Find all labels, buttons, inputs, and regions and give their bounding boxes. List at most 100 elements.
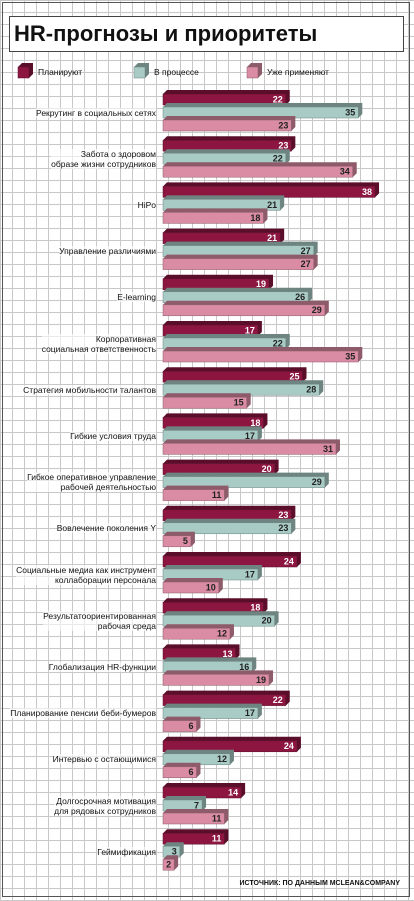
value-label: 3 (172, 847, 177, 857)
value-label: 12 (217, 754, 227, 764)
value-label: 24 (284, 741, 294, 751)
value-label: 18 (250, 418, 260, 428)
value-label: 5 (183, 536, 188, 546)
value-label: 17 (245, 708, 255, 718)
value-label: 35 (345, 351, 355, 361)
value-label: 6 (188, 721, 193, 731)
category-label: Долгосрочная мотивация для рядовых сотру… (54, 795, 156, 816)
bar (162, 258, 314, 270)
category-label: Стратегия мобильности талантов (23, 384, 156, 395)
value-label: 23 (278, 510, 288, 520)
category-label: Корпоративная социальная ответственность (41, 333, 156, 354)
bar (162, 443, 337, 455)
value-label: 23 (278, 523, 288, 533)
value-label: 16 (239, 662, 249, 672)
value-label: 34 (340, 167, 350, 177)
category-label: Глобализация HR-функции (48, 661, 156, 672)
category-label: Интервью с остающимися (52, 754, 156, 765)
category-label: Результатоориентированная рабочая среда (43, 610, 156, 631)
legend-label: Уже применяют (267, 67, 329, 77)
bar (162, 674, 270, 686)
category-label: Геймификация (97, 846, 156, 857)
value-label: 38 (362, 187, 372, 197)
value-label: 7 (194, 800, 199, 810)
value-label: 35 (345, 107, 355, 117)
value-label: 31 (323, 444, 333, 454)
value-label: 22 (273, 695, 283, 705)
value-label: 17 (245, 431, 255, 441)
value-label: 20 (262, 616, 272, 626)
bar (162, 476, 326, 488)
bar (162, 581, 220, 594)
legend-swatch (133, 66, 146, 79)
value-label: 18 (250, 603, 260, 613)
value-label: 22 (273, 154, 283, 164)
value-label: 22 (273, 94, 283, 104)
legend-swatch (246, 66, 259, 79)
bar (162, 627, 231, 640)
category-label: Гибкие условия труда (70, 430, 156, 441)
source: ИСТОЧНИК: ПО ДАННЫМ MCLEAN&COMPANY (239, 880, 400, 887)
value-label: 28 (306, 385, 316, 395)
chart-title: HR-прогнозы и приоритеты (14, 21, 318, 46)
bar (162, 396, 247, 409)
legend-label: В процессе (154, 67, 199, 77)
value-label: 24 (284, 556, 294, 566)
value-label: 18 (250, 213, 260, 223)
bar (162, 535, 192, 548)
value-label: 29 (312, 477, 322, 487)
value-label: 27 (301, 259, 311, 269)
value-label: 11 (212, 813, 222, 823)
value-label: 19 (256, 279, 266, 289)
bar (162, 720, 197, 732)
bar (162, 350, 359, 363)
frame (2, 2, 410, 897)
bar (162, 832, 225, 845)
value-label: 10 (206, 582, 216, 592)
bar (162, 812, 225, 825)
category-label: Социальные медиа как инструмент коллабор… (16, 564, 156, 585)
bar (162, 707, 259, 719)
value-label: 14 (228, 787, 238, 797)
title-box (9, 16, 404, 52)
value-label: 22 (273, 338, 283, 348)
category-label: HiPo (137, 199, 156, 210)
category-label: Забота о здоровом образе жизни сотрудник… (51, 148, 156, 169)
category-label: Рекрутинг в социальных сетях (36, 107, 156, 118)
category-label: Управление различиями (59, 246, 156, 257)
value-label: 26 (295, 292, 305, 302)
value-label: 21 (267, 233, 277, 243)
value-label: 23 (278, 141, 288, 151)
value-label: 15 (234, 398, 244, 408)
value-label: 11 (212, 490, 222, 500)
bar (162, 304, 326, 317)
category-label: Гибкое оперативное управление рабочей де… (27, 472, 156, 493)
bar (162, 165, 353, 178)
bar (162, 766, 197, 779)
value-label: 12 (217, 629, 227, 639)
value-label: 25 (289, 372, 299, 382)
value-label: 27 (301, 246, 311, 256)
value-label: 2 (166, 860, 171, 870)
bar (162, 119, 292, 132)
legend-swatch (17, 66, 30, 79)
value-label: 23 (278, 120, 288, 130)
value-label: 29 (312, 305, 322, 315)
bar (162, 212, 264, 224)
bar (162, 522, 292, 535)
bar (162, 489, 225, 501)
category-label: Вовлечение поколения Y (56, 523, 156, 534)
value-label: 21 (267, 200, 277, 210)
bar (162, 858, 175, 871)
value-label: 11 (212, 834, 222, 844)
category-label: E-learning (117, 292, 156, 303)
value-label: 6 (188, 767, 193, 777)
value-label: 13 (223, 649, 233, 659)
value-label: 20 (262, 464, 272, 474)
value-label: 17 (245, 325, 255, 335)
value-label: 17 (245, 569, 255, 579)
value-label: 19 (256, 675, 266, 685)
category-label: Планирование пенсии беби-бумеров (10, 708, 156, 719)
